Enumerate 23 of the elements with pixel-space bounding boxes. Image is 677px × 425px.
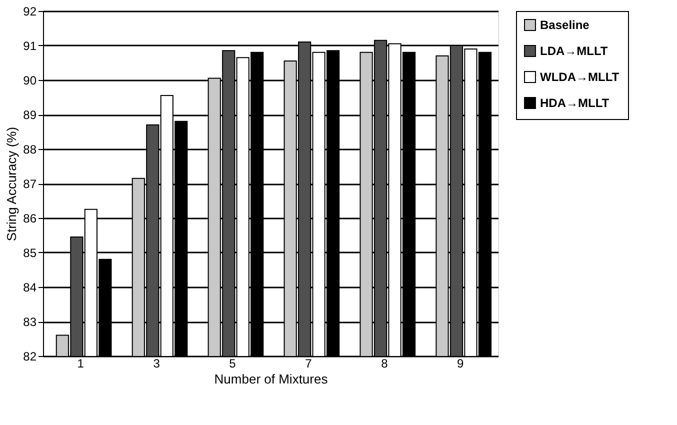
y-tick-label: 92 [23, 4, 37, 18]
legend-label: WLDA→MLLT [540, 70, 620, 84]
y-tick-label: 84 [23, 280, 37, 294]
y-tick-label: 87 [23, 177, 37, 191]
y-tick-label: 89 [23, 108, 37, 122]
legend-label: LDA→MLLT [540, 44, 608, 58]
y-axis-title: String Accuracy (%) [4, 126, 20, 242]
y-tick-label: 91 [23, 39, 37, 53]
x-tick-label: 1 [77, 356, 84, 370]
x-axis-title: Number of Mixtures [214, 372, 328, 386]
x-tick-label: 9 [457, 356, 464, 370]
y-tick-label: 82 [23, 350, 37, 364]
y-tick-label: 90 [23, 74, 37, 88]
y-tick-label: 83 [23, 315, 37, 329]
x-tick-label: 3 [153, 356, 160, 370]
y-tick-label: 85 [23, 246, 37, 260]
legend-label: HDA→MLLT [540, 96, 610, 110]
y-tick-label: 86 [23, 212, 37, 226]
x-tick-label: 7 [305, 356, 312, 370]
legend-label: Baseline [540, 18, 590, 32]
x-tick-label: 8 [381, 356, 388, 370]
x-tick-label: 5 [229, 356, 236, 370]
y-tick-label: 88 [23, 142, 37, 156]
